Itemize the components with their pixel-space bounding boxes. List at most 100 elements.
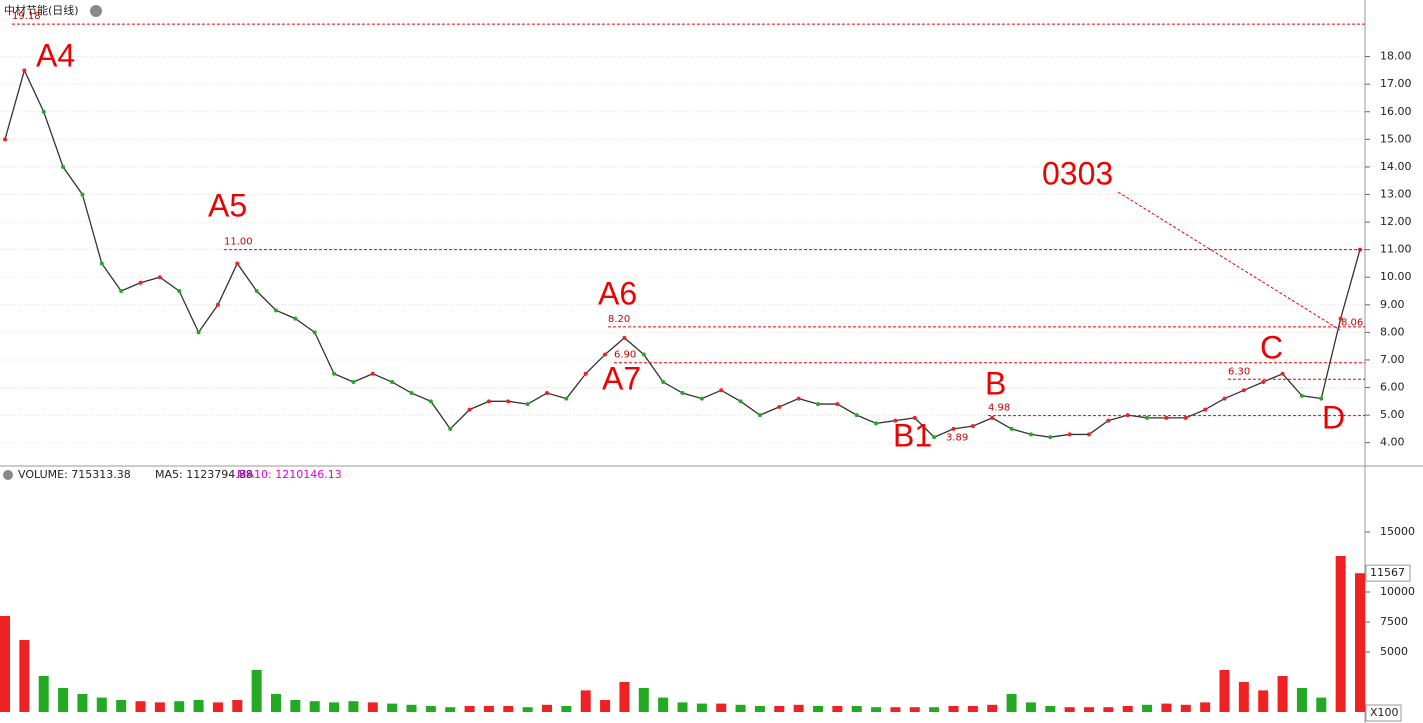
- price-point: [80, 192, 85, 197]
- price-point: [699, 396, 704, 401]
- volume-bar: [1219, 670, 1230, 712]
- price-point: [1261, 380, 1266, 385]
- price-point: [583, 371, 588, 376]
- y-tick-label: 16.00: [1380, 105, 1412, 118]
- price-point: [332, 371, 337, 376]
- price-point: [1183, 415, 1188, 420]
- price-point: [312, 330, 317, 335]
- volume-bar: [387, 703, 398, 712]
- price-point: [1241, 388, 1246, 393]
- volume-bar: [1277, 676, 1288, 712]
- price-point: [990, 415, 995, 420]
- price-point: [215, 302, 220, 307]
- price-point: [1319, 396, 1324, 401]
- level-label: 4.98: [988, 403, 1010, 414]
- annotation: A6: [598, 275, 637, 311]
- price-point: [390, 380, 395, 385]
- y-tick-label: 13.00: [1380, 187, 1412, 200]
- menu-button[interactable]: [90, 5, 102, 17]
- price-point: [835, 402, 840, 407]
- volume-bar: [96, 697, 107, 712]
- volume-tick-label: 10000: [1380, 585, 1415, 598]
- volume-bar: [619, 682, 630, 712]
- current-volume-box: [1365, 564, 1411, 582]
- price-point: [816, 402, 820, 407]
- price-point: [622, 335, 627, 340]
- price-point: [1028, 432, 1033, 437]
- volume-bar: [19, 640, 30, 712]
- y-tick-label: 17.00: [1380, 77, 1412, 90]
- volume-bar: [38, 676, 49, 712]
- annotation-arrow: [1117, 191, 1341, 331]
- volume-bar: [464, 706, 475, 712]
- price-point: [1048, 435, 1053, 440]
- annotation: A4: [36, 37, 75, 73]
- annotation: A7: [602, 360, 641, 396]
- annotation: 0303: [1042, 155, 1113, 191]
- volume-bar: [0, 616, 10, 712]
- y-tick-label: 18.00: [1380, 50, 1412, 63]
- y-tick-label: 15.00: [1380, 132, 1412, 145]
- volume-bar: [309, 701, 320, 712]
- price-point: [1125, 413, 1130, 418]
- price-point: [738, 399, 743, 404]
- volume-bar: [580, 690, 591, 712]
- price-point: [912, 415, 917, 420]
- level-label: 3.89: [946, 433, 968, 444]
- ma10-label: MA10: 1210146.13: [237, 468, 342, 481]
- volume-bar: [948, 706, 959, 712]
- level-label: 8.20: [608, 314, 630, 325]
- volume-bar: [813, 706, 823, 712]
- price-point: [486, 399, 491, 404]
- volume-bar: [774, 706, 785, 712]
- volume-bar: [1238, 682, 1249, 712]
- volume-bar: [154, 702, 165, 712]
- volume-label: VOLUME: 715313.38: [18, 468, 131, 481]
- price-point: [893, 418, 898, 423]
- volume-bar: [754, 706, 765, 712]
- volume-bar: [58, 688, 69, 712]
- volume-bar: [367, 702, 378, 712]
- volume-bar: [348, 701, 359, 712]
- price-point: [351, 380, 356, 385]
- y-tick-label: 4.00: [1380, 436, 1405, 449]
- price-point: [293, 316, 298, 321]
- volume-bar: [1335, 556, 1346, 712]
- price-point: [138, 280, 143, 285]
- volume-bar: [1355, 573, 1365, 712]
- volume-bar: [967, 706, 978, 712]
- price-point: [119, 289, 124, 294]
- volume-bar: [522, 707, 533, 712]
- volume-bar: [232, 700, 243, 712]
- price-point: [545, 391, 549, 396]
- volume-bar: [1103, 707, 1114, 712]
- price-point: [506, 399, 511, 404]
- volume-bar: [445, 707, 456, 712]
- volume-bar: [406, 704, 417, 712]
- volume-bar: [116, 700, 127, 712]
- volume-bar: [851, 706, 862, 712]
- volume-bar: [542, 704, 552, 712]
- volume-bar: [290, 700, 301, 712]
- volume-bar: [658, 697, 669, 712]
- price-point: [61, 164, 66, 169]
- price-point: [1164, 415, 1169, 420]
- price-point: [22, 68, 27, 73]
- price-point: [428, 399, 433, 404]
- volume-menu[interactable]: [3, 470, 13, 480]
- price-point: [564, 396, 569, 401]
- volume-bar: [600, 700, 611, 712]
- y-tick-label: 8.00: [1380, 325, 1405, 338]
- price-point: [41, 109, 46, 114]
- price-point: [680, 391, 685, 396]
- volume-tick-label: 5000: [1380, 645, 1408, 658]
- price-point: [409, 391, 414, 396]
- volume-bar: [716, 703, 727, 712]
- y-tick-label: 5.00: [1380, 408, 1405, 421]
- annotation: B1: [893, 417, 932, 453]
- price-point: [448, 426, 453, 431]
- volume-bar: [193, 700, 204, 712]
- volume-bar: [1122, 706, 1133, 712]
